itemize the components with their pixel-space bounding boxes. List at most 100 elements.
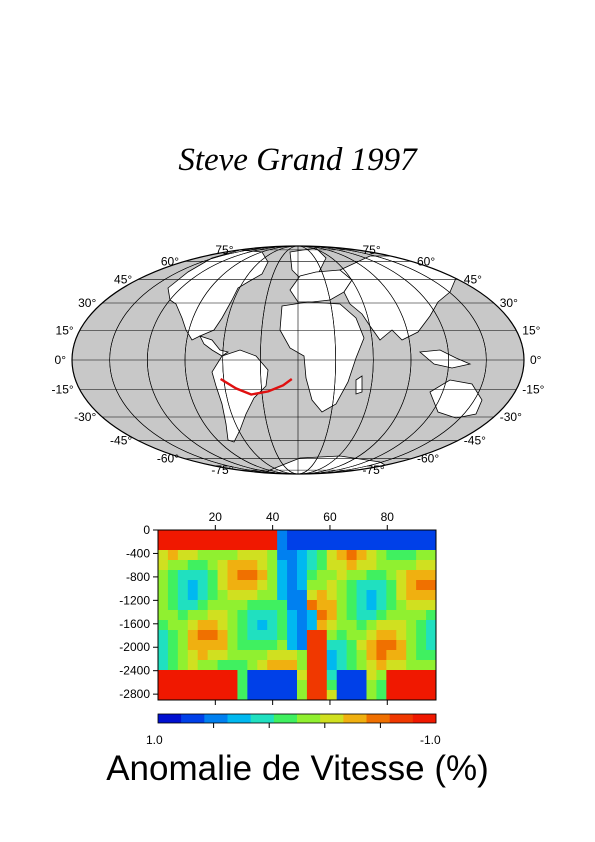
anomaly-cell [287, 530, 298, 541]
anomaly-cell [316, 610, 328, 621]
anomaly-cell [416, 560, 427, 571]
anomaly-cell [277, 620, 288, 631]
anomaly-cell [257, 620, 268, 631]
anomaly-cell [426, 540, 437, 551]
anomaly-cell [306, 600, 318, 611]
anomaly-cell [396, 680, 407, 691]
anomaly-cell [277, 660, 288, 671]
depth-tick-label: -2800 [119, 687, 150, 701]
anomaly-cell [247, 560, 258, 571]
anomaly-cell [217, 610, 228, 621]
latitude-label: 0° [55, 353, 67, 367]
anomaly-cell [237, 660, 248, 671]
anomaly-cell [426, 690, 437, 701]
anomaly-cell [158, 550, 169, 561]
latitude-label: -45° [464, 434, 486, 448]
latitude-label: 45° [464, 272, 482, 286]
anomaly-cell [217, 620, 228, 631]
anomaly-cell [177, 640, 189, 651]
latitude-label: 60° [161, 254, 179, 268]
anomaly-cell [346, 630, 358, 641]
anomaly-cell [386, 580, 397, 591]
anomaly-cell [287, 630, 298, 641]
colorbar-swatch [412, 714, 437, 723]
anomaly-cell [217, 660, 228, 671]
x-tick-label: 80 [381, 510, 395, 524]
depth-tick-label: -1600 [119, 617, 150, 631]
anomaly-cell [247, 610, 258, 621]
anomaly-cell [346, 580, 358, 591]
colorbar-swatch [204, 714, 228, 723]
anomaly-cell [376, 540, 387, 551]
anomaly-cell [306, 650, 318, 661]
anomaly-cell [177, 530, 189, 541]
anomaly-cell [376, 620, 387, 631]
anomaly-cell [237, 680, 248, 691]
anomaly-cell [267, 650, 278, 661]
anomaly-cell [237, 580, 248, 591]
anomaly-cell [277, 610, 288, 621]
anomaly-cell [306, 570, 318, 581]
anomaly-cell [207, 670, 219, 681]
world-map: 75°60°45°30°15°0°-15°-30°-45°-60°-75° 75… [52, 243, 545, 477]
anomaly-cell [237, 690, 248, 701]
anomaly-cell [167, 570, 179, 581]
anomaly-cell [197, 640, 209, 651]
anomaly-cell [336, 630, 348, 641]
anomaly-cell [297, 620, 308, 631]
anomaly-cell [237, 560, 248, 571]
anomaly-cell [336, 580, 348, 591]
anomaly-cell [376, 680, 387, 691]
anomaly-cell [316, 560, 328, 571]
colorbar-swatch [158, 714, 182, 723]
anomaly-cell [267, 560, 278, 571]
anomaly-cell [207, 660, 219, 671]
anomaly-cell [247, 630, 258, 641]
anomaly-cell [306, 580, 318, 591]
anomaly-cell [416, 670, 427, 681]
anomaly-cell [406, 620, 417, 631]
anomaly-cell [356, 560, 367, 571]
anomaly-cell [247, 550, 258, 561]
anomaly-cell [277, 650, 288, 661]
anomaly-cell [406, 590, 417, 601]
graticule [72, 246, 524, 474]
anomaly-cell [426, 600, 437, 611]
anomaly-cell [346, 540, 358, 551]
anomaly-cell [158, 660, 169, 671]
anomaly-cell [237, 640, 248, 651]
anomaly-cell [297, 580, 308, 591]
anomaly-cell [177, 570, 189, 581]
anomaly-cell [416, 550, 427, 561]
anomaly-cell [406, 570, 417, 581]
anomaly-cell [257, 600, 268, 611]
anomaly-cell [277, 600, 288, 611]
anomaly-cell [306, 590, 318, 601]
section-frame [157, 529, 437, 701]
anomaly-cell [197, 580, 209, 591]
colorbar-swatch [181, 714, 205, 723]
anomaly-cell [336, 570, 348, 581]
anomaly-cell [326, 660, 338, 671]
anomaly-cell [366, 650, 377, 661]
anomaly-cell [386, 610, 397, 621]
anomaly-cell [406, 660, 417, 671]
anomaly-cell [326, 670, 338, 681]
anomaly-cell [406, 560, 417, 571]
anomaly-cell [287, 660, 298, 671]
anomaly-cell [177, 550, 189, 561]
anomaly-cell [356, 590, 367, 601]
anomaly-cell [376, 630, 387, 641]
anomaly-cell [257, 530, 268, 541]
anomaly-cell [396, 550, 407, 561]
anomaly-cell [426, 670, 437, 681]
anomaly-cell [177, 660, 189, 671]
anomaly-cell [366, 620, 377, 631]
anomaly-cell [167, 640, 179, 651]
anomaly-cell [167, 530, 179, 541]
anomaly-cell [326, 690, 338, 701]
anomaly-cell [177, 560, 189, 571]
anomaly-cell [406, 530, 417, 541]
anomaly-cell [426, 620, 437, 631]
anomaly-cell [187, 570, 199, 581]
